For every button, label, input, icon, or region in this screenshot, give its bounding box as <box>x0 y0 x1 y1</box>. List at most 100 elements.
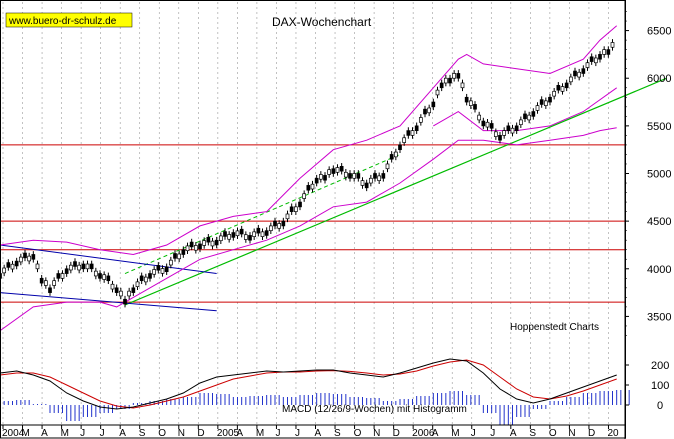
price-candle <box>268 225 273 232</box>
price-candle <box>43 280 48 286</box>
price-candle <box>543 100 548 106</box>
price-candle <box>289 206 294 212</box>
grid <box>2 2 609 425</box>
price-series <box>0 39 615 308</box>
price-candle <box>427 107 432 114</box>
price-candle <box>56 273 61 279</box>
x-tick-label: N <box>178 428 185 439</box>
credit-label: Hoppenstedt Charts <box>510 322 599 333</box>
price-candle <box>227 234 232 240</box>
price-candle <box>148 273 152 279</box>
macd-title: MACD (12/26/9-Wochen) mit Histogramm <box>282 404 467 415</box>
price-candle <box>173 253 177 259</box>
price-candle <box>231 232 236 238</box>
price-candle <box>531 111 536 117</box>
price-candle <box>77 264 82 271</box>
price-candle <box>343 171 348 178</box>
price-candle <box>423 108 427 115</box>
price-candle <box>318 174 323 180</box>
source-label-box <box>5 12 133 28</box>
macd-y-tick-label: 0 <box>657 400 663 412</box>
price-candle <box>168 259 173 266</box>
price-candle <box>523 113 527 120</box>
price-candle <box>460 82 465 89</box>
price-candle <box>431 101 436 108</box>
price-candle <box>314 177 319 184</box>
macd-panel <box>0 358 630 425</box>
price-candle <box>435 89 440 96</box>
price-candle <box>52 280 57 286</box>
x-tick-label: S <box>334 428 341 439</box>
price-candle <box>185 245 190 252</box>
price-candle <box>198 243 202 250</box>
price-candle <box>131 287 136 293</box>
price-candle <box>35 263 40 270</box>
price-candle <box>593 57 598 64</box>
x-tick-label: D <box>588 428 595 439</box>
price-candle <box>552 90 557 97</box>
price-candle <box>493 131 498 137</box>
price-candle <box>448 77 452 84</box>
price-candle <box>127 290 132 297</box>
price-candle <box>85 263 90 270</box>
price-candle <box>393 151 398 158</box>
x-tick-label: J <box>100 428 105 439</box>
x-tick-label: 2005 <box>217 428 240 439</box>
price-candle <box>256 227 261 234</box>
x-tick-label: N <box>373 428 380 439</box>
price-candle <box>489 123 494 129</box>
price-candle <box>406 130 411 136</box>
price-candle <box>323 175 327 181</box>
y-tick-label: 4500 <box>647 216 671 228</box>
price-candle <box>381 173 386 179</box>
bollinger-lower-line <box>0 127 617 332</box>
price-candle <box>306 185 311 191</box>
x-tick-label: D <box>197 428 204 439</box>
macd-signal-line <box>0 359 617 409</box>
price-candle <box>277 223 282 229</box>
price-candle <box>327 169 332 175</box>
price-candle <box>477 114 482 121</box>
indicator-lines <box>0 25 667 332</box>
price-candle <box>514 125 519 131</box>
macd-y-tick-label: 100 <box>651 380 669 392</box>
price-candle <box>60 273 65 279</box>
price-candle <box>468 100 473 106</box>
x-tick-label: A <box>119 428 126 439</box>
x-tick-label: O <box>549 428 557 439</box>
x-tick-label: O <box>158 428 166 439</box>
price-candle <box>102 274 107 280</box>
price-candle <box>10 263 15 270</box>
price-candle <box>581 68 586 74</box>
price-candle <box>398 144 402 151</box>
price-candle <box>610 42 615 48</box>
x-tick-label: J <box>275 428 280 439</box>
price-candle <box>281 220 286 227</box>
y-tick-label: 5500 <box>647 121 671 133</box>
y-tick-label: 5000 <box>647 169 671 181</box>
x-tick-label: A <box>41 428 48 439</box>
price-candle <box>135 281 140 287</box>
price-candle <box>339 166 344 172</box>
price-candle <box>235 230 240 237</box>
x-tick-label: M <box>61 428 69 439</box>
price-candle <box>502 130 507 136</box>
price-candle <box>273 220 277 227</box>
price-candle <box>143 276 148 283</box>
price-candle <box>414 125 419 131</box>
price-candle <box>456 73 461 79</box>
price-candle <box>348 173 352 179</box>
price-candle <box>193 245 198 251</box>
price-candle <box>302 193 307 199</box>
price-candle <box>152 269 157 275</box>
chart-frame <box>0 0 626 439</box>
price-candle <box>293 206 298 212</box>
price-candle <box>389 154 394 160</box>
price-candle <box>556 85 561 91</box>
green-trendline <box>124 77 667 306</box>
price-candle <box>218 235 223 242</box>
price-candle <box>510 127 515 134</box>
macd-y-tick-label: 200 <box>651 360 669 372</box>
